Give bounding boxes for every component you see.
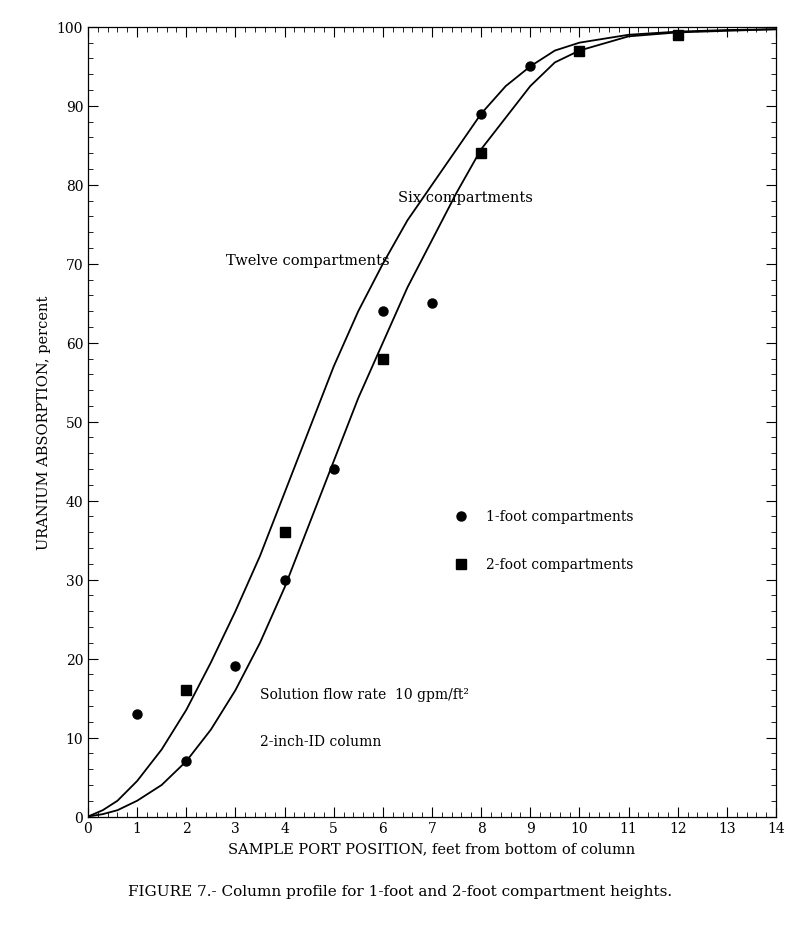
- Text: Twelve compartments: Twelve compartments: [226, 253, 390, 267]
- Y-axis label: URANIUM ABSORPTION, percent: URANIUM ABSORPTION, percent: [38, 295, 51, 549]
- Text: 2-foot compartments: 2-foot compartments: [486, 557, 634, 572]
- Text: FIGURE 7.- Column profile for 1-foot and 2-foot compartment heights.: FIGURE 7.- Column profile for 1-foot and…: [128, 884, 672, 898]
- X-axis label: SAMPLE PORT POSITION, feet from bottom of column: SAMPLE PORT POSITION, feet from bottom o…: [228, 841, 636, 855]
- Text: 1-foot compartments: 1-foot compartments: [486, 509, 634, 524]
- Text: Solution flow rate  10 gpm/ft²: Solution flow rate 10 gpm/ft²: [260, 688, 469, 702]
- Text: Six compartments: Six compartments: [398, 190, 533, 204]
- Text: 2-inch-ID column: 2-inch-ID column: [260, 735, 382, 749]
